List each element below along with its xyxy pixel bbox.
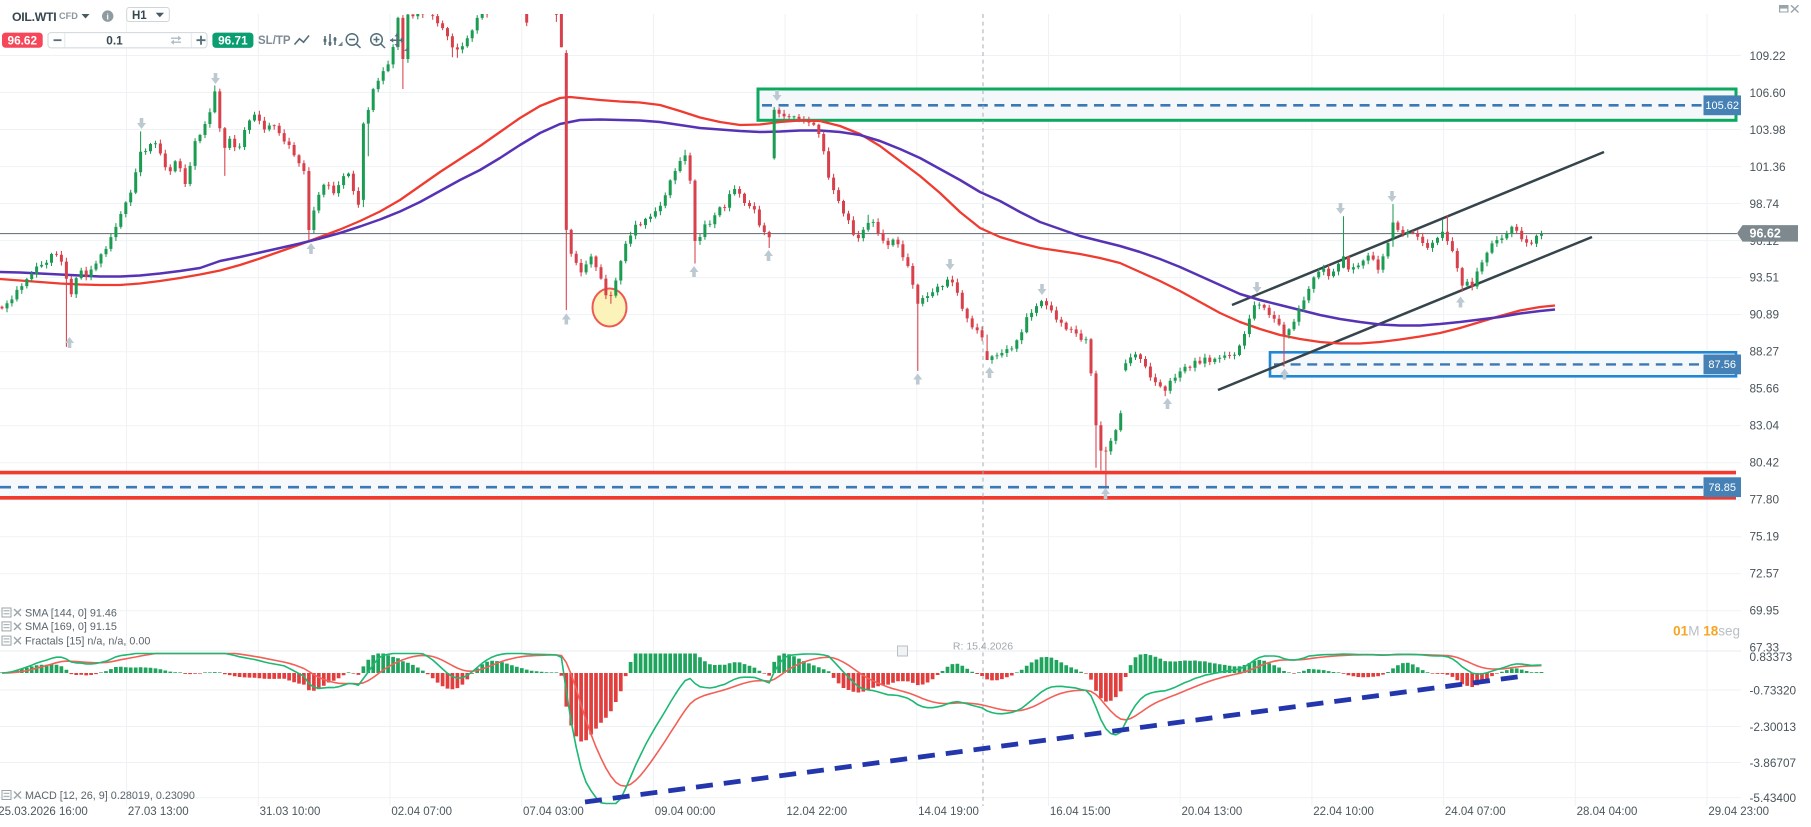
svg-text:72.57: 72.57 — [1750, 567, 1780, 581]
svg-text:101.36: 101.36 — [1750, 160, 1787, 174]
svg-text:87.56: 87.56 — [1708, 359, 1736, 371]
svg-text:0.83373: 0.83373 — [1750, 650, 1793, 664]
svg-text:02.04 07:00: 02.04 07:00 — [391, 806, 452, 818]
svg-text:Fractals [15] n/a, n/a, 0.00: Fractals [15] n/a, n/a, 0.00 — [25, 635, 150, 647]
svg-text:22.04 10:00: 22.04 10:00 — [1313, 806, 1374, 818]
svg-text:85.66: 85.66 — [1750, 382, 1780, 396]
svg-text:67.33: 67.33 — [1750, 641, 1780, 655]
svg-text:0.1: 0.1 — [106, 33, 123, 47]
svg-text:MACD [12, 26, 9] 0.28019, 0.23: MACD [12, 26, 9] 0.28019, 0.23090 — [25, 790, 195, 802]
svg-text:07.04 03:00: 07.04 03:00 — [523, 806, 584, 818]
svg-text:75.19: 75.19 — [1750, 530, 1780, 544]
svg-text:109.22: 109.22 — [1750, 49, 1786, 63]
svg-text:R: 15.4.2026: R: 15.4.2026 — [953, 641, 1013, 653]
svg-text:-5.43400: -5.43400 — [1750, 791, 1797, 805]
svg-text:CFD: CFD — [59, 11, 78, 21]
svg-text:SL/TP: SL/TP — [258, 35, 291, 47]
svg-text:98.74: 98.74 — [1750, 197, 1780, 211]
svg-text:83.04: 83.04 — [1750, 419, 1780, 433]
svg-text:77.80: 77.80 — [1750, 493, 1780, 507]
svg-text:78.85: 78.85 — [1708, 482, 1736, 494]
svg-text:96.62: 96.62 — [8, 33, 38, 47]
svg-text:96.62: 96.62 — [1750, 227, 1781, 241]
svg-text:90.89: 90.89 — [1750, 308, 1780, 322]
svg-text:16.04 15:00: 16.04 15:00 — [1050, 806, 1111, 818]
svg-text:105.62: 105.62 — [1705, 100, 1739, 112]
svg-text:28.04 04:00: 28.04 04:00 — [1577, 806, 1638, 818]
svg-text:14.04 19:00: 14.04 19:00 — [918, 806, 979, 818]
svg-text:106.60: 106.60 — [1750, 86, 1787, 100]
svg-text:88.27: 88.27 — [1750, 345, 1780, 359]
svg-text:SMA [144, 0] 91.46: SMA [144, 0] 91.46 — [25, 607, 117, 619]
svg-text:20.04 13:00: 20.04 13:00 — [1182, 806, 1243, 818]
svg-text:OIL.WTI: OIL.WTI — [12, 10, 56, 24]
svg-text:-3.86707: -3.86707 — [1750, 756, 1797, 770]
svg-text:31.03 10:00: 31.03 10:00 — [260, 806, 321, 818]
svg-text:-0.73320: -0.73320 — [1750, 683, 1797, 697]
svg-text:29.04 23:00: 29.04 23:00 — [1708, 806, 1769, 818]
svg-text:96.71: 96.71 — [218, 33, 248, 47]
svg-text:12.04 22:00: 12.04 22:00 — [786, 806, 847, 818]
svg-text:80.42: 80.42 — [1750, 456, 1780, 470]
svg-text:93.51: 93.51 — [1750, 271, 1780, 285]
svg-text:27.03 13:00: 27.03 13:00 — [128, 806, 189, 818]
svg-text:H1: H1 — [132, 10, 147, 22]
svg-text:24.04 07:00: 24.04 07:00 — [1445, 806, 1506, 818]
svg-text:69.95: 69.95 — [1750, 604, 1780, 618]
svg-text:-2.30013: -2.30013 — [1750, 720, 1797, 734]
svg-text:01M 18seg: 01M 18seg — [1673, 624, 1740, 639]
svg-text:103.98: 103.98 — [1750, 123, 1787, 137]
svg-text:25.03.2026 16:00: 25.03.2026 16:00 — [0, 806, 88, 818]
svg-text:i: i — [107, 11, 109, 21]
svg-text:09.04 00:00: 09.04 00:00 — [655, 806, 716, 818]
svg-text:SMA [169, 0] 91.15: SMA [169, 0] 91.15 — [25, 621, 117, 633]
